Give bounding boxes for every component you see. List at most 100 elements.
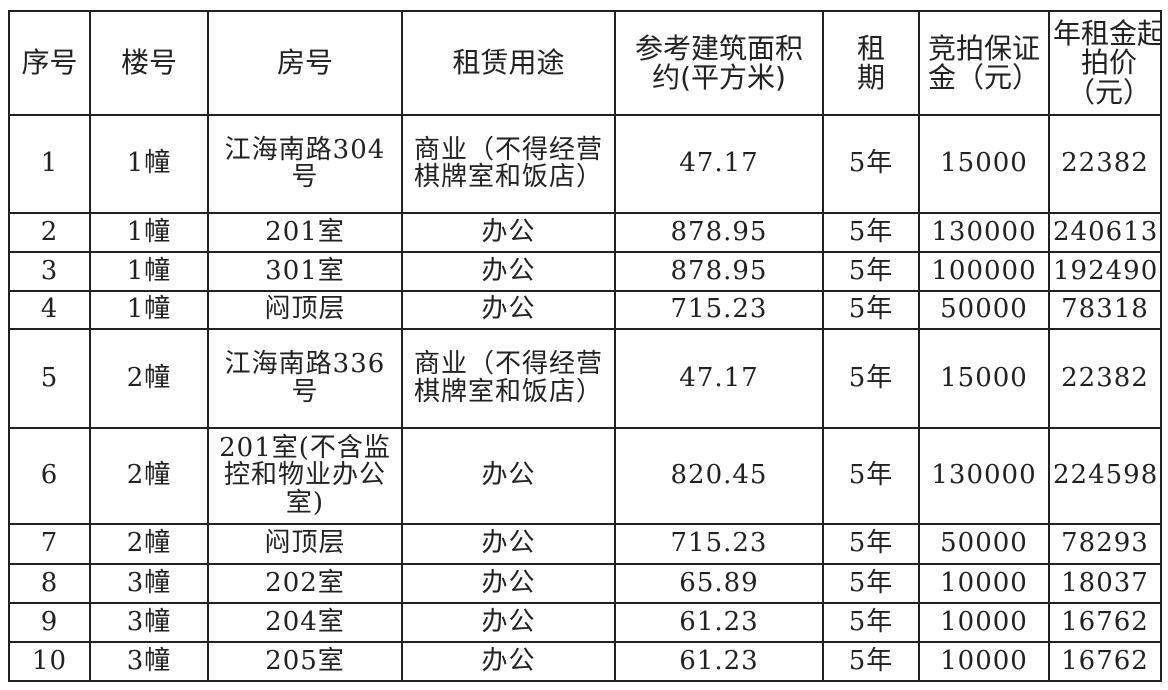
table-cell: 61.23 xyxy=(614,641,824,682)
table-cell: 3幢 xyxy=(89,641,209,682)
table-cell: 2幢 xyxy=(89,523,209,565)
table-cell: 50000 xyxy=(918,290,1050,330)
table-cell: 61.23 xyxy=(614,602,824,643)
table-cell: 16762 xyxy=(1048,641,1162,682)
table-cell: 3幢 xyxy=(89,602,209,643)
table-cell: 15000 xyxy=(918,114,1050,214)
table-cell: 240613 xyxy=(1048,212,1162,253)
table-cell: 5年 xyxy=(822,641,920,682)
table-cell: 5年 xyxy=(822,290,920,330)
table-cell: 闷顶层 xyxy=(207,523,403,565)
table-cell: 15000 xyxy=(918,328,1050,429)
table-cell: 820.45 xyxy=(614,427,824,525)
table-row: 9 3幢 204室 办公 61.23 5年 10000 16762 xyxy=(8,602,1162,643)
table-cell: 5年 xyxy=(822,328,920,429)
table-cell: 22382 xyxy=(1048,328,1162,429)
table-row: 8 3幢 202室 办公 65.89 5年 10000 18037 xyxy=(8,563,1162,604)
table-cell: 9 xyxy=(8,602,91,643)
table-cell: 130000 xyxy=(918,427,1050,525)
table-cell: 5年 xyxy=(822,602,920,643)
table-cell: 3幢 xyxy=(89,563,209,604)
table-cell: 5年 xyxy=(822,114,920,214)
header-text: 参考建筑面积约(平方米) xyxy=(635,31,804,94)
table-cell: 5年 xyxy=(822,427,920,525)
table-cell: 商业（不得经营棋牌室和饭店） xyxy=(401,114,616,214)
table-cell: 224598 xyxy=(1048,427,1162,525)
table-cell: 办公 xyxy=(401,251,616,292)
table-cell: 201室(不含监控和物业办公室) xyxy=(207,427,403,525)
table-cell: 18037 xyxy=(1048,563,1162,604)
table-cell: 50000 xyxy=(918,523,1050,565)
table-cell: 办公 xyxy=(401,427,616,525)
header-text: 房号 xyxy=(276,46,333,80)
table-cell: 130000 xyxy=(918,212,1050,253)
header-cell: 竞拍保证金（元） xyxy=(918,10,1050,116)
table-cell: 78293 xyxy=(1048,523,1162,565)
header-cell: 房号 xyxy=(207,10,403,116)
lease-table: 序号 楼号 房号 租赁用途 参考建筑面积约(平方米) 租期 竞拍保证金（元） 年租金起拍价（元… xyxy=(8,10,1162,682)
table-cell: 202室 xyxy=(207,563,403,604)
table-cell: 1幢 xyxy=(89,290,209,330)
table-cell: 7 xyxy=(8,523,91,565)
table-cell: 4 xyxy=(8,290,91,330)
header-text: 年租金起拍价（元） xyxy=(1053,16,1161,109)
table-cell: 10000 xyxy=(918,641,1050,682)
table-cell: 301室 xyxy=(207,251,403,292)
header-cell: 租期 xyxy=(822,10,920,116)
table-cell: 6 xyxy=(8,427,91,525)
table-row: 6 2幢 201室(不含监控和物业办公室) 办公 820.45 5年 130000 22459… xyxy=(8,427,1162,525)
table-row: 10 3幢 205室 办公 61.23 5年 10000 16762 xyxy=(8,641,1162,682)
table-cell: 江海南路336号 xyxy=(207,328,403,429)
table-cell: 办公 xyxy=(401,212,616,253)
header-text: 竞拍保证金（元） xyxy=(928,31,1041,94)
table-cell: 办公 xyxy=(401,563,616,604)
table-cell: 10 xyxy=(8,641,91,682)
table-cell: 5年 xyxy=(822,523,920,565)
table-cell: 1幢 xyxy=(89,114,209,214)
table-cell: 878.95 xyxy=(614,251,824,292)
table-row: 7 2幢 闷顶层 办公 715.23 5年 50000 78293 xyxy=(8,523,1162,565)
table-cell: 2幢 xyxy=(89,427,209,525)
header-cell: 年租金起拍价（元） xyxy=(1048,10,1162,116)
table-cell: 办公 xyxy=(401,641,616,682)
table-cell: 65.89 xyxy=(614,563,824,604)
table-cell: 5 xyxy=(8,328,91,429)
table-row: 2 1幢 201室 办公 878.95 5年 130000 240613 xyxy=(8,212,1162,253)
table-row: 5 2幢 江海南路336号 商业（不得经营棋牌室和饭店） 47.17 5年 15000 223… xyxy=(8,328,1162,429)
table-cell: 5年 xyxy=(822,212,920,253)
table-cell: 204室 xyxy=(207,602,403,643)
table-cell: 16762 xyxy=(1048,602,1162,643)
table-cell: 10000 xyxy=(918,602,1050,643)
header-cell: 楼号 xyxy=(89,10,209,116)
table-cell: 8 xyxy=(8,563,91,604)
header-text: 租期 xyxy=(857,31,886,94)
table-cell: 22382 xyxy=(1048,114,1162,214)
table-cell: 3 xyxy=(8,251,91,292)
table-cell: 78318 xyxy=(1048,290,1162,330)
header-row: 序号 楼号 房号 租赁用途 参考建筑面积约(平方米) 租期 竞拍保证金（元） 年租金起拍价（元… xyxy=(8,10,1162,116)
table-cell: 闷顶层 xyxy=(207,290,403,330)
table-cell: 办公 xyxy=(401,523,616,565)
table-cell: 100000 xyxy=(918,251,1050,292)
table-cell: 商业（不得经营棋牌室和饭店） xyxy=(401,328,616,429)
header-text: 楼号 xyxy=(120,46,177,80)
table-cell: 5年 xyxy=(822,563,920,604)
header-cell: 序号 xyxy=(8,10,91,116)
table-cell: 205室 xyxy=(207,641,403,682)
table-body: 1 1幢 江海南路304号 商业（不得经营棋牌室和饭店） 47.17 5年 15000 223… xyxy=(8,114,1162,682)
table-cell: 办公 xyxy=(401,290,616,330)
header-cell: 参考建筑面积约(平方米) xyxy=(614,10,824,116)
table-row: 1 1幢 江海南路304号 商业（不得经营棋牌室和饭店） 47.17 5年 15000 223… xyxy=(8,114,1162,214)
table-cell: 1幢 xyxy=(89,212,209,253)
table-cell: 878.95 xyxy=(614,212,824,253)
header-text: 序号 xyxy=(21,46,78,80)
table-cell: 201室 xyxy=(207,212,403,253)
header-cell: 租赁用途 xyxy=(401,10,616,116)
table-cell: 1 xyxy=(8,114,91,214)
table-cell: 715.23 xyxy=(614,290,824,330)
table-cell: 192490 xyxy=(1048,251,1162,292)
table-cell: 江海南路304号 xyxy=(207,114,403,214)
table-row: 3 1幢 301室 办公 878.95 5年 100000 192490 xyxy=(8,251,1162,292)
table-cell: 1幢 xyxy=(89,251,209,292)
